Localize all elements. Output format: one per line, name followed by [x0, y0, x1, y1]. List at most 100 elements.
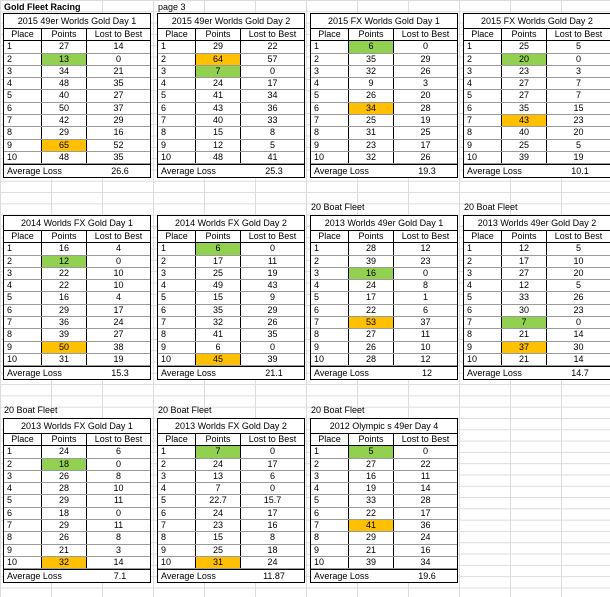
- place-cell: 10: [158, 151, 196, 164]
- lost-cell: 0: [422, 267, 428, 278]
- points-cell: 12: [502, 280, 547, 292]
- lost-cell: 10: [113, 267, 124, 278]
- table-row: 10 31 19: [4, 353, 150, 367]
- table-row: 10 48 41: [158, 151, 304, 165]
- points-cell: 27: [502, 267, 547, 280]
- place-cell: 7: [158, 520, 196, 532]
- lost-cell: 11: [420, 470, 431, 481]
- lost-cell: 33: [267, 115, 278, 126]
- lost-header: Lost to Best: [401, 231, 450, 241]
- points-cell: 32: [349, 65, 394, 78]
- lost-cell: 5: [575, 243, 581, 254]
- points-cell: 35: [502, 102, 547, 115]
- place-cell: 8: [464, 329, 502, 341]
- points-cell: 9: [349, 78, 394, 90]
- place-cell: 6: [4, 102, 42, 115]
- points-cell: 12: [196, 139, 241, 151]
- points-cell: 25: [196, 267, 241, 280]
- table-header-row: Place Points Lost to Best: [4, 231, 150, 244]
- lost-cell: 19: [420, 115, 431, 126]
- points-cell: 25: [502, 41, 547, 53]
- table-row: 1 25 5: [464, 41, 610, 54]
- results-table: 2015 49er Worlds Gold Day 1 Place Points Lo…: [3, 13, 151, 179]
- average-row: Average Loss 21.1: [158, 366, 304, 379]
- points-cell: 15: [196, 532, 241, 544]
- average-value: 19.3: [418, 166, 436, 177]
- lost-cell: 20: [420, 90, 431, 101]
- lost-cell: 14: [420, 483, 431, 494]
- points-cell: 22: [42, 280, 87, 292]
- place-cell: 4: [4, 280, 42, 292]
- table-row: 3 34 21: [4, 65, 150, 79]
- place-cell: 3: [158, 470, 196, 483]
- table-row: 5 22.7 15.7: [158, 495, 304, 508]
- place-cell: 5: [158, 495, 196, 507]
- table-row: 7 40 33: [158, 115, 304, 128]
- place-cell: 10: [4, 556, 42, 569]
- lost-cell: 16: [420, 544, 431, 555]
- lost-cell: 10: [573, 255, 584, 266]
- points-header: Points: [502, 231, 547, 243]
- place-cell: 5: [4, 292, 42, 304]
- average-value: 15.3: [111, 368, 129, 379]
- place-cell: 10: [311, 151, 349, 164]
- table-row: 2 18 0: [4, 458, 150, 471]
- lost-header: Lost to Best: [248, 231, 297, 241]
- lost-cell: 29: [267, 304, 278, 315]
- table-row: 3 16 11: [311, 470, 457, 484]
- table-row: 7 32 26: [158, 317, 304, 330]
- place-cell: 4: [464, 280, 502, 292]
- place-cell: 5: [464, 90, 502, 102]
- average-label: Average Loss: [161, 166, 216, 177]
- lost-cell: 11: [113, 520, 124, 531]
- place-cell: 3: [4, 470, 42, 483]
- points-header: Points: [42, 29, 87, 41]
- table-row: 2 17 10: [464, 255, 610, 268]
- results-table: 2015 49er Worlds Gold Day 2 Place Points Lo…: [157, 13, 305, 179]
- points-cell: 27: [502, 78, 547, 90]
- place-cell: 7: [4, 115, 42, 127]
- points-cell: 22: [42, 267, 87, 280]
- lost-header: Lost to Best: [401, 434, 450, 444]
- place-header: Place: [311, 231, 349, 243]
- lost-cell: 11: [420, 329, 431, 340]
- lost-cell: 30: [573, 341, 584, 352]
- average-label: Average Loss: [161, 368, 216, 379]
- lost-cell: 0: [115, 255, 121, 266]
- table-header-row: Place Points Lost to Best: [158, 434, 304, 447]
- place-cell: 5: [464, 292, 502, 304]
- lost-cell: 14: [573, 353, 584, 364]
- points-cell: 29: [42, 304, 87, 317]
- table-row: 4 24 17: [158, 78, 304, 91]
- lost-cell: 18: [267, 544, 278, 555]
- results-table: 2014 Worlds FX Gold Day 2 Place Points Lost…: [157, 215, 305, 381]
- lost-cell: 24: [267, 556, 278, 567]
- lost-cell: 8: [115, 470, 121, 481]
- points-cell: 22.7: [196, 495, 241, 507]
- average-row: Average Loss 14.7: [464, 366, 610, 379]
- points-cell: 37: [502, 341, 547, 353]
- place-cell: 9: [158, 341, 196, 353]
- place-cell: 2: [158, 255, 196, 267]
- table-row: 7 42 29: [4, 115, 150, 128]
- lost-cell: 29: [113, 115, 124, 126]
- results-table: 2012 Olympic s 49er Day 4 Place Points Lost…: [310, 418, 458, 584]
- table-row: 4 27 7: [464, 78, 610, 91]
- points-cell: 25: [196, 544, 241, 556]
- place-cell: 1: [158, 243, 196, 255]
- points-cell: 41: [196, 329, 241, 341]
- lost-cell: 57: [267, 53, 278, 64]
- points-cell: 16: [349, 267, 394, 280]
- points-cell: 21: [502, 329, 547, 341]
- table-row: 10 32 14: [4, 556, 150, 570]
- place-cell: 6: [464, 304, 502, 317]
- place-cell: 8: [158, 532, 196, 544]
- table-row: 10 32 26: [311, 151, 457, 165]
- average-row: Average Loss 7.1: [4, 569, 150, 582]
- points-cell: 27: [349, 458, 394, 470]
- place-cell: 6: [464, 102, 502, 115]
- points-cell: 39: [502, 151, 547, 164]
- table-row: 3 23 3: [464, 65, 610, 79]
- table-row: 4 49 43: [158, 280, 304, 293]
